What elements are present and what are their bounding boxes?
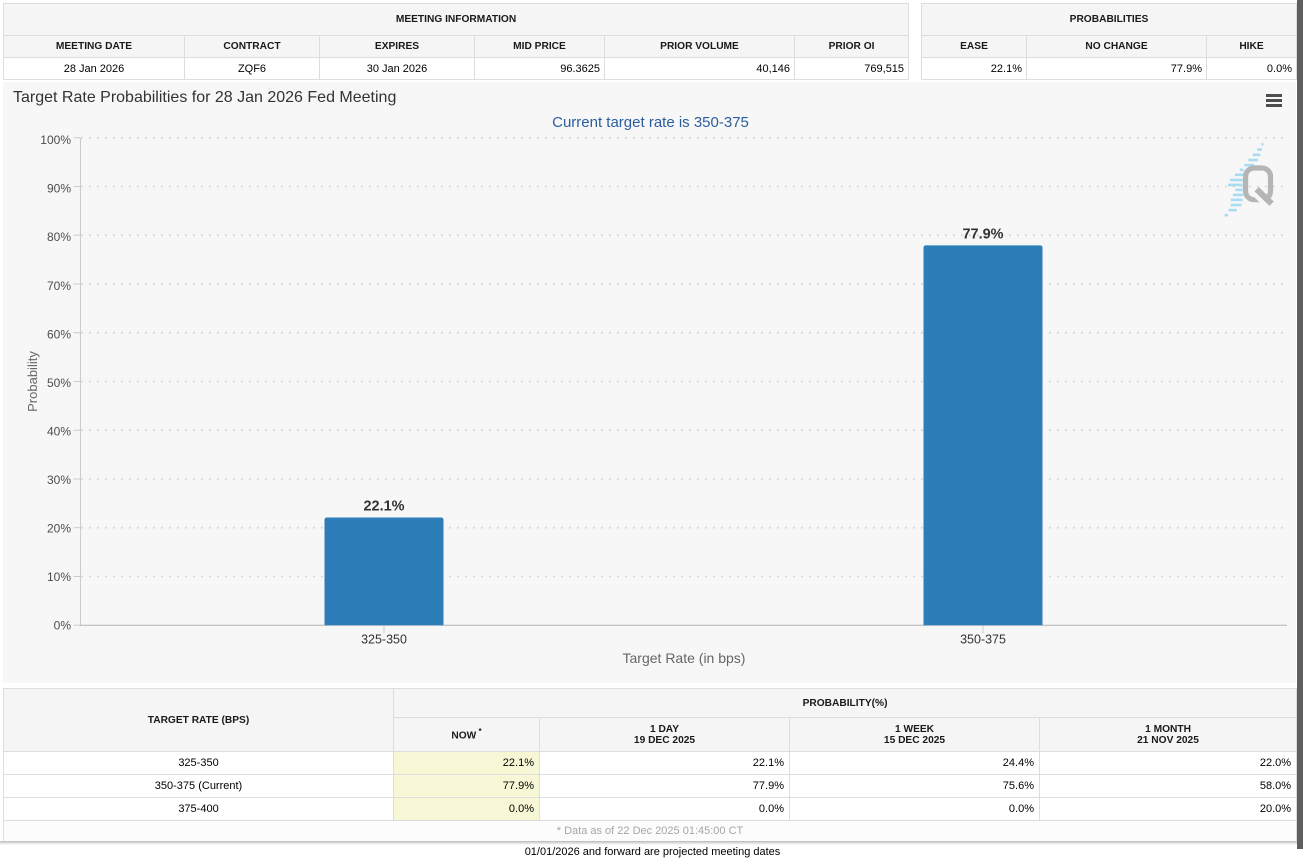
svg-text:70%: 70%	[47, 279, 71, 293]
svg-text:325-350: 325-350	[361, 633, 407, 647]
svg-text:22.1%: 22.1%	[363, 499, 404, 515]
svg-text:80%: 80%	[47, 230, 71, 244]
svg-text:30%: 30%	[47, 473, 71, 487]
svg-text:350-375: 350-375	[960, 633, 1006, 647]
svg-text:0%: 0%	[54, 619, 72, 633]
svg-text:Probability: Probability	[25, 351, 40, 412]
svg-text:Current target rate is 350-375: Current target rate is 350-375	[552, 114, 749, 131]
svg-text:50%: 50%	[47, 376, 71, 390]
svg-text:60%: 60%	[47, 327, 71, 341]
svg-text:77.9%: 77.9%	[962, 227, 1003, 243]
svg-text:Target Rate (in bps): Target Rate (in bps)	[623, 650, 746, 666]
svg-text:40%: 40%	[47, 424, 71, 438]
svg-text:100%: 100%	[40, 133, 71, 147]
svg-text:20%: 20%	[47, 521, 71, 535]
svg-text:90%: 90%	[47, 182, 71, 196]
svg-text:10%: 10%	[47, 570, 71, 584]
